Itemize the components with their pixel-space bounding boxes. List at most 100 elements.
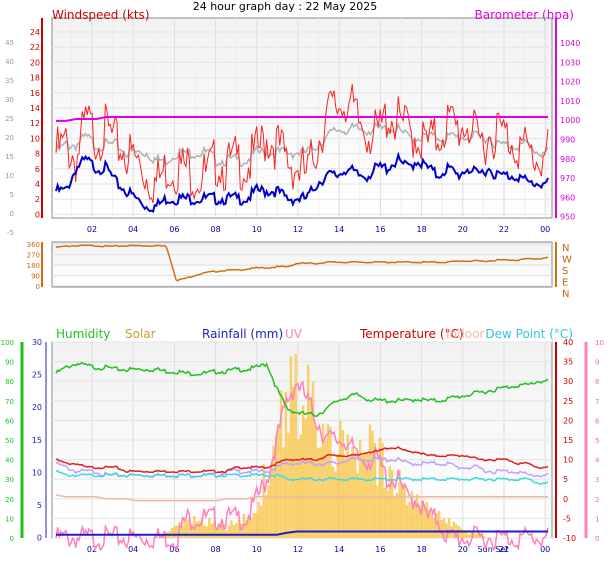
wind-x-tick-label: 20 (458, 225, 468, 234)
solar-bar (334, 471, 337, 538)
solar-bar (329, 426, 332, 538)
wind-outer-tick-label: 15 (5, 153, 14, 161)
uv-tick-label: 9 (595, 359, 599, 367)
solar-bar (336, 453, 339, 538)
solar-bar (213, 521, 216, 538)
solar-bar (376, 485, 379, 538)
solar-bar (260, 505, 263, 538)
temp-x-tick-label: 00 (540, 545, 550, 554)
solar-bar (408, 502, 411, 538)
temp-tick-label: 30 (563, 377, 573, 386)
solar-bar (396, 492, 399, 538)
rain-tick-label: 10 (32, 468, 42, 477)
solar-bar (433, 517, 436, 538)
solar-bar (371, 430, 374, 538)
legend-solar: Solar (125, 327, 156, 341)
solar-bar (378, 437, 382, 538)
uv-tick-label: 8 (595, 378, 599, 386)
humidity-tick-label: 0 (10, 535, 14, 543)
temp-tick-label: 20 (563, 416, 573, 425)
uv-tick-label: 6 (595, 417, 600, 425)
wind-y-tick-label: 2 (35, 195, 40, 204)
temp-tick-label: 15 (563, 436, 573, 445)
solar-bar (277, 424, 280, 538)
series-humidity (55, 361, 549, 418)
solar-bar (443, 518, 446, 538)
humidity-tick-label: 90 (5, 359, 14, 367)
solar-bar (242, 513, 246, 538)
solar-bar (173, 525, 176, 538)
temp-x-tick-label: 10 (252, 545, 262, 554)
solar-bar (356, 473, 359, 538)
wind-outer-tick-label: 20 (5, 134, 14, 142)
wind-x-tick-label: 08 (211, 225, 221, 234)
solar-bar (418, 505, 421, 538)
uv-tick-label: 4 (595, 457, 600, 465)
solar-bar (388, 466, 391, 538)
solar-bar (161, 534, 164, 538)
temp-x-tick-label: 20 (458, 545, 468, 554)
series-grey-wind (55, 121, 549, 168)
solar-bar (294, 354, 297, 538)
solar-bar (205, 526, 208, 538)
solar-bar (302, 405, 305, 538)
dir-y-tick-label: 270 (27, 252, 40, 260)
solar-bar (232, 524, 236, 538)
rain-tick-label: 15 (32, 436, 42, 445)
temp-tick-label: 40 (563, 338, 573, 347)
wind-y-tick-label: 24 (30, 28, 40, 37)
solar-bar (210, 524, 213, 538)
wind-outer-tick-label: 30 (5, 96, 14, 104)
wind-x-tick-label: 18 (417, 225, 427, 234)
solar-bar (208, 518, 211, 538)
wind-x-tick-label: 06 (169, 225, 179, 234)
wind-outer-tick-label: 25 (5, 115, 14, 123)
solar-bar (405, 504, 409, 538)
wind-outer-tick-label: 45 (5, 39, 14, 47)
rain-tick-label: 5 (37, 501, 42, 510)
solar-bar (307, 364, 310, 538)
solar-bar (393, 496, 396, 538)
humidity-tick-label: 10 (5, 515, 14, 523)
solar-bar (237, 520, 241, 538)
series-dewpoint (55, 469, 549, 486)
solar-bar (247, 518, 250, 538)
solar-bar (438, 510, 441, 538)
temp-tick-label: -10 (563, 534, 576, 543)
dir-compass-label: S (562, 266, 568, 277)
dir-y-tick-label: 360 (27, 241, 40, 249)
solar-bar (319, 447, 322, 538)
solar-bar (297, 439, 300, 538)
solar-bar (482, 536, 485, 538)
solar-bar (171, 527, 174, 538)
temp-x-tick-label: 22 (499, 545, 509, 554)
solar-bar (245, 520, 248, 538)
temp-x-tick-label: 02 (87, 545, 97, 554)
wind-y-tick-label: 22 (30, 43, 40, 52)
solar-bar (400, 483, 404, 538)
wind-y-tick-label: 6 (35, 165, 40, 174)
dir-y-tick-label: 90 (31, 273, 40, 281)
series-average-wind (55, 151, 549, 213)
wind-outer-tick-label: 5 (10, 191, 14, 199)
humidity-tick-label: 20 (5, 496, 14, 504)
dir-compass-label: W (562, 255, 572, 266)
solar-bar (185, 520, 189, 538)
series-indoor (55, 494, 548, 502)
humidity-tick-label: 30 (5, 476, 14, 484)
solar-bar (240, 523, 243, 538)
baro-y-tick-label: 1040 (560, 39, 580, 48)
temp-x-tick-label: 04 (128, 545, 138, 554)
wind-y-tick-label: 4 (35, 180, 40, 189)
solar-bar (299, 434, 302, 538)
temp-tick-label: 0 (563, 495, 568, 504)
baro-y-tick-label: 950 (560, 213, 575, 222)
humidity-tick-label: 50 (5, 437, 14, 445)
wind-outer-tick-label: 10 (5, 172, 14, 180)
legend-dewpoint: Dew Point (°C) (485, 327, 573, 341)
solar-bar (255, 513, 258, 538)
uv-tick-label: 0 (595, 535, 599, 543)
wind-y-tick-label: 0 (35, 210, 40, 219)
series-rainfall (56, 530, 548, 536)
